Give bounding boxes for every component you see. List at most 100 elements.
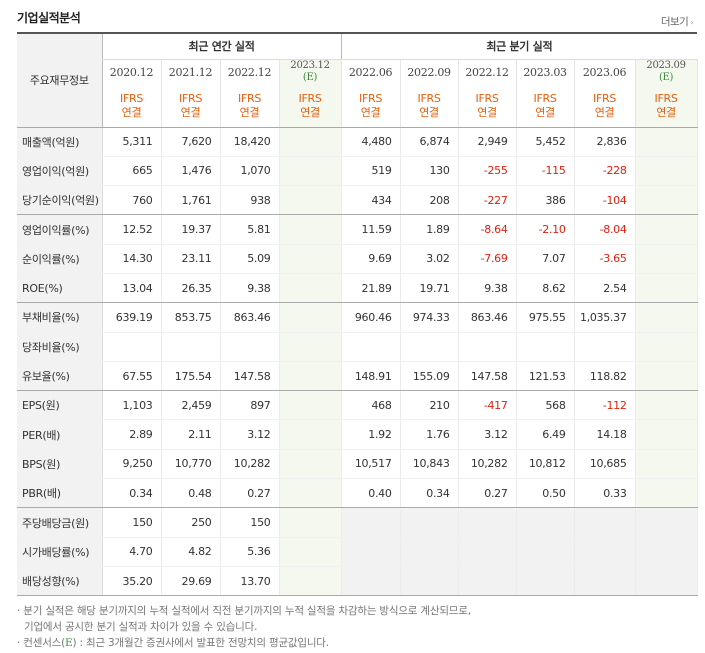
quarter-value-cell: 130	[400, 156, 459, 187]
table-row: 영업이익(억원) 665 1,476 1,070 519 130 -255 -115 -228	[17, 156, 698, 187]
period-label: 2023.09	[646, 60, 686, 72]
table-row: 시가배당률(%) 4.70 4.82 5.36	[17, 537, 698, 567]
quarter-value-cell: -417	[458, 390, 517, 421]
annual-value-cell: 9.38	[220, 273, 280, 304]
consolidated-text: 연결	[656, 105, 676, 119]
quarter-value-cell: -115	[516, 156, 575, 187]
quarter-value-cell	[635, 214, 698, 245]
annual-value-cell	[279, 537, 342, 567]
quarter-value-cell: 519	[340, 156, 401, 187]
annual-value-cell: 639.19	[101, 302, 162, 333]
row-label: 당좌비율(%)	[17, 332, 103, 362]
annual-date-header: 2023.12 (E)	[279, 59, 342, 85]
ifrs-basis-label: IFRS 연결	[279, 85, 342, 128]
quarter-value-cell	[635, 537, 698, 567]
quarter-value-cell: 3.12	[458, 419, 517, 450]
row-label: 순이익률(%)	[17, 244, 103, 274]
annual-date-header: 2021.12	[161, 59, 221, 85]
quarter-value-cell	[635, 449, 698, 480]
quarter-date-header: 2022.12	[458, 59, 517, 85]
consolidated-text: 연결	[477, 105, 497, 119]
quarter-value-cell	[516, 537, 575, 567]
annual-value-cell: 250	[161, 507, 221, 538]
quarter-date-header: 2023.09 (E)	[635, 59, 698, 85]
table-row: 유보율(%) 67.55 175.54 147.58 148.91 155.09 147.5…	[17, 361, 698, 392]
table-row: 매출액(억원) 5,311 7,620 18,420 4,480 6,874 2,949 5,…	[17, 127, 698, 157]
quarter-value-cell	[574, 566, 636, 597]
quarter-date-header: 2023.06	[574, 59, 636, 85]
annual-value-cell: 0.34	[101, 478, 162, 509]
quarter-value-cell: 148.91	[340, 361, 401, 392]
quarter-value-cell	[340, 566, 401, 597]
ifrs-text: IFRS	[359, 91, 383, 105]
annual-value-cell: 2,459	[161, 390, 221, 421]
annual-value-cell: 2.89	[101, 419, 162, 450]
annual-value-cell: 9,250	[101, 449, 162, 480]
quarter-value-cell	[574, 537, 636, 567]
annual-value-cell	[279, 390, 342, 421]
quarter-value-cell: 2.54	[574, 273, 636, 304]
annual-value-cell: 5.81	[220, 214, 280, 245]
table-row: 배당성향(%) 35.20 29.69 13.70	[17, 566, 698, 597]
row-label: BPS(원)	[17, 449, 103, 480]
quarter-value-cell: 6,874	[400, 127, 459, 157]
annual-value-cell	[279, 244, 342, 274]
annual-value-cell: 3.12	[220, 419, 280, 450]
quarter-value-cell: -3.65	[574, 244, 636, 274]
row-label: 매출액(억원)	[17, 127, 103, 157]
table-row: 당좌비율(%)	[17, 332, 698, 362]
ifrs-text: IFRS	[298, 91, 322, 105]
period-label: 2023.06	[582, 65, 627, 79]
ifrs-basis-label: IFRS 연결	[101, 85, 162, 128]
quarter-date-header: 2023.03	[516, 59, 575, 85]
quarter-value-cell: 1,035.37	[574, 302, 636, 333]
consolidated-text: 연결	[300, 105, 320, 119]
quarter-date-header: 2022.09	[400, 59, 459, 85]
annual-group-header: 최근 연간 실적	[101, 33, 342, 60]
quarter-value-cell: -112	[574, 390, 636, 421]
annual-value-cell: 760	[101, 185, 162, 216]
consolidated-text: 연결	[535, 105, 555, 119]
quarter-value-cell: 7.07	[516, 244, 575, 274]
annual-value-cell: 665	[101, 156, 162, 187]
quarter-value-cell: 863.46	[458, 302, 517, 333]
table-row: BPS(원) 9,250 10,770 10,282 10,517 10,843 10,28…	[17, 449, 698, 480]
ifrs-text: IFRS	[179, 91, 202, 105]
quarter-value-cell	[635, 566, 698, 597]
annual-value-cell: 175.54	[161, 361, 221, 392]
period-label: 2020.12	[109, 65, 154, 79]
annual-value-cell: 26.35	[161, 273, 221, 304]
quarter-value-cell	[516, 332, 575, 362]
table-row: 주당배당금(원) 150 250 150	[17, 507, 698, 538]
quarter-value-cell	[635, 302, 698, 333]
quarter-value-cell	[400, 537, 459, 567]
annual-value-cell: 0.48	[161, 478, 221, 509]
row-label: ROE(%)	[17, 273, 103, 304]
quarter-value-cell	[574, 332, 636, 362]
quarter-group-header: 최근 분기 실적	[340, 33, 698, 60]
annual-value-cell: 12.52	[101, 214, 162, 245]
row-label: EPS(원)	[17, 390, 103, 421]
annual-value-cell	[279, 419, 342, 450]
ifrs-text: IFRS	[593, 91, 617, 105]
quarter-value-cell: 2,949	[458, 127, 517, 157]
more-link[interactable]: 더보기 ›	[661, 14, 694, 29]
annual-value-cell	[220, 332, 280, 362]
quarter-value-cell: 0.40	[340, 478, 401, 509]
consolidated-text: 연결	[419, 105, 439, 119]
quarter-value-cell: 1.92	[340, 419, 401, 450]
ifrs-text: IFRS	[417, 91, 441, 105]
financial-summary-table: 주요재무정보 최근 연간 실적 최근 분기 실적 2020.12 2021.12 2…	[17, 32, 698, 597]
row-label: 부채비율(%)	[17, 302, 103, 333]
quarter-value-cell	[635, 244, 698, 274]
quarter-value-cell	[340, 507, 401, 538]
annual-value-cell: 67.55	[101, 361, 162, 392]
annual-value-cell: 13.04	[101, 273, 162, 304]
annual-value-cell: 5.36	[220, 537, 280, 567]
annual-value-cell: 23.11	[161, 244, 221, 274]
table-row: PBR(배) 0.34 0.48 0.27 0.40 0.34 0.27 0.50 0.33	[17, 478, 698, 509]
annual-value-cell: 35.20	[101, 566, 162, 597]
row-label: PER(배)	[17, 419, 103, 450]
annual-value-cell: 4.70	[101, 537, 162, 567]
annual-value-cell	[161, 332, 221, 362]
